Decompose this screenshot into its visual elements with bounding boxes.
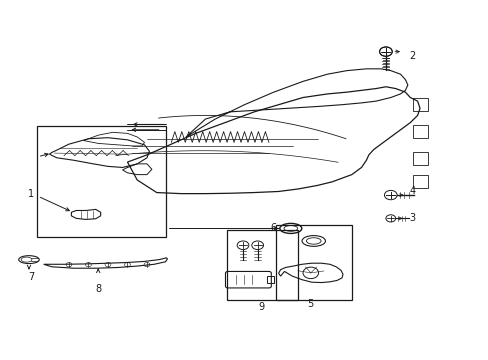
Bar — [412, 152, 427, 165]
Text: 3: 3 — [409, 213, 415, 222]
Text: 8: 8 — [95, 284, 101, 294]
Bar — [412, 98, 427, 111]
Bar — [412, 125, 427, 138]
Text: 6: 6 — [270, 224, 276, 233]
Text: 5: 5 — [306, 299, 313, 309]
Text: 1: 1 — [28, 189, 34, 199]
Text: 9: 9 — [258, 302, 264, 312]
Bar — [276, 225, 351, 300]
Text: 7: 7 — [28, 272, 34, 282]
Text: 4: 4 — [409, 186, 415, 196]
Bar — [227, 230, 298, 300]
Text: 2: 2 — [409, 51, 415, 61]
Bar — [266, 276, 274, 283]
Bar — [412, 175, 427, 188]
Bar — [37, 126, 166, 237]
